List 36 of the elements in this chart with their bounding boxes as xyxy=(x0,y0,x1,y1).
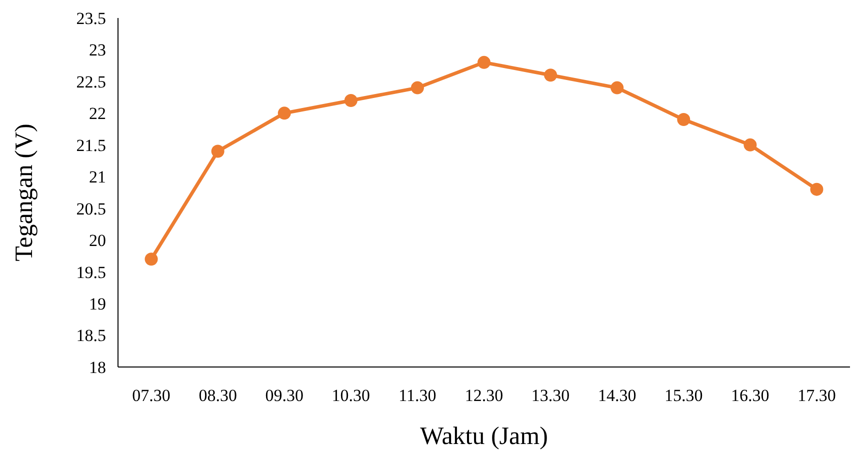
x-tick-label: 17.30 xyxy=(798,386,836,405)
x-tick-label: 07.30 xyxy=(132,386,170,405)
x-tick-label: 10.30 xyxy=(332,386,370,405)
y-tick-label: 21 xyxy=(89,168,106,187)
point xyxy=(610,81,624,94)
point xyxy=(478,56,490,69)
y-tick-label: 22.5 xyxy=(76,72,106,92)
point xyxy=(344,94,358,107)
y-tick-label: 18.5 xyxy=(76,326,106,346)
y-tick-label: 21.5 xyxy=(76,136,106,155)
x-tick-label: 16.30 xyxy=(731,386,770,405)
point xyxy=(211,144,224,158)
x-tick-label: 11.30 xyxy=(398,386,436,405)
point xyxy=(810,182,824,196)
y-tick-label: 22 xyxy=(89,104,106,124)
x-tick-label: 08.30 xyxy=(198,386,237,405)
y-tick-label: 20.5 xyxy=(76,199,106,218)
y-tick-label: 20 xyxy=(89,231,106,250)
point xyxy=(744,138,757,152)
x-axis-title: Waktu (Jam) xyxy=(420,423,548,450)
y-tick-label: 23.5 xyxy=(76,8,106,28)
x-tick-label: 15.30 xyxy=(664,386,703,405)
point xyxy=(278,106,291,120)
y-axis-title: Tegangan (V) xyxy=(11,124,38,262)
y-tick-label: 19 xyxy=(89,294,106,314)
point xyxy=(144,252,158,266)
x-tick-label: 13.30 xyxy=(531,386,570,405)
point xyxy=(410,81,424,94)
x-tick-label: 14.30 xyxy=(598,386,636,405)
point xyxy=(544,68,558,82)
y-tick-label: 19.5 xyxy=(76,262,106,282)
point xyxy=(677,113,690,126)
x-tick-label: 12.30 xyxy=(464,386,504,405)
x-tick-label: 09.30 xyxy=(265,386,304,405)
y-tick-label: 18 xyxy=(89,358,106,377)
y-tick-label: 23 xyxy=(89,40,106,60)
